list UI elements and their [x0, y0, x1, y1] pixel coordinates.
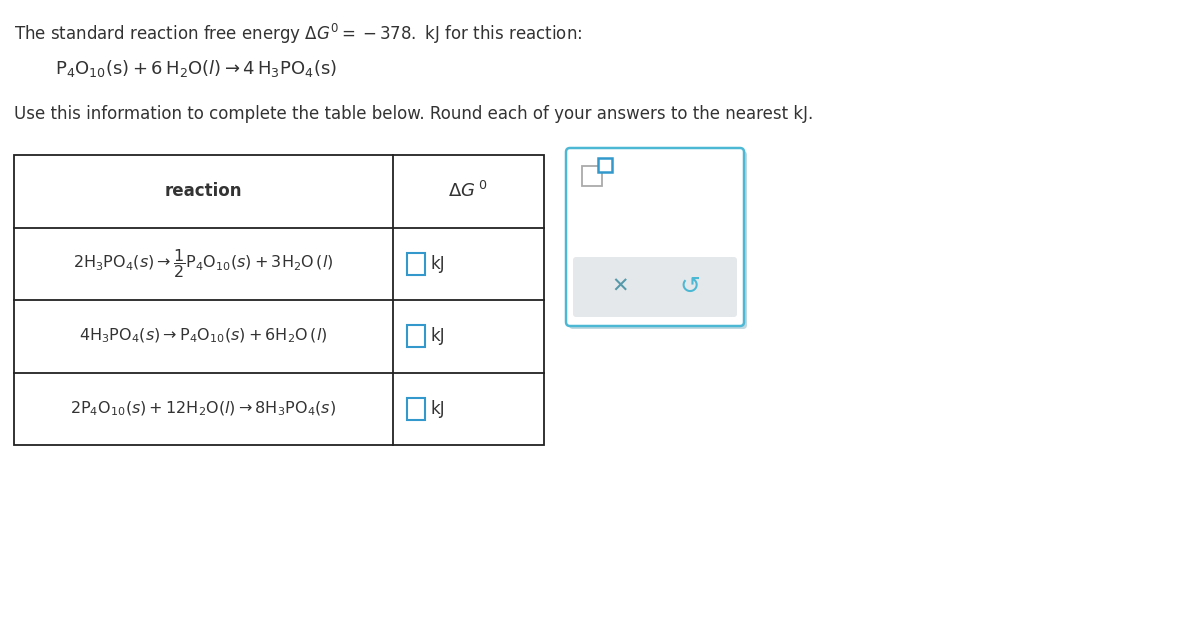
Text: $\Delta G^{\;0}$: $\Delta G^{\;0}$ — [448, 181, 488, 202]
Text: kJ: kJ — [432, 400, 446, 418]
Bar — [598, 158, 612, 172]
Bar — [407, 398, 424, 420]
Text: kJ: kJ — [432, 327, 446, 345]
Text: x10: x10 — [606, 169, 632, 183]
FancyBboxPatch shape — [569, 151, 747, 329]
Bar — [582, 166, 602, 186]
FancyBboxPatch shape — [573, 257, 737, 317]
Text: $\mathrm{P_4O_{10}(s) + 6\,H_2O(\mathit{l}) \rightarrow 4\,H_3PO_4(s)}$: $\mathrm{P_4O_{10}(s) + 6\,H_2O(\mathit{… — [55, 58, 337, 79]
Text: ✕: ✕ — [612, 277, 628, 297]
Bar — [407, 252, 424, 275]
Bar — [407, 325, 424, 347]
Text: ↺: ↺ — [679, 275, 700, 299]
Text: reaction: reaction — [165, 182, 242, 200]
Text: kJ: kJ — [432, 255, 446, 273]
Text: The standard reaction free energy $\Delta G^0 = -378.$ kJ for this reaction:: The standard reaction free energy $\Delt… — [14, 22, 582, 46]
Text: $2\mathrm{H_3PO_4}(s) \rightarrow \dfrac{1}{2}\mathrm{P_4O_{10}}(s) + 3\mathrm{H: $2\mathrm{H_3PO_4}(s) \rightarrow \dfrac… — [73, 247, 334, 280]
Text: Use this information to complete the table below. Round each of your answers to : Use this information to complete the tab… — [14, 105, 814, 123]
Text: $2\mathrm{P_4O_{10}}(s) + 12\mathrm{H_2O}(\mathit{l}) \rightarrow 8\mathrm{H_3PO: $2\mathrm{P_4O_{10}}(s) + 12\mathrm{H_2O… — [71, 399, 336, 418]
FancyBboxPatch shape — [566, 148, 744, 326]
Bar — [14, 155, 544, 445]
Text: $4\mathrm{H_3PO_4}(s) \rightarrow \mathrm{P_4O_{10}}(s) + 6\mathrm{H_2O}\,(\math: $4\mathrm{H_3PO_4}(s) \rightarrow \mathr… — [79, 327, 328, 345]
